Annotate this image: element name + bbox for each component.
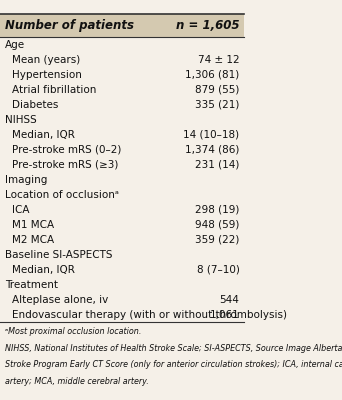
Text: 879 (55): 879 (55): [195, 85, 239, 95]
Text: 74 ± 12: 74 ± 12: [198, 55, 239, 65]
Text: 1,061: 1,061: [210, 310, 239, 320]
Text: ICA: ICA: [12, 204, 30, 214]
Text: M1 MCA: M1 MCA: [12, 220, 54, 230]
Text: 298 (19): 298 (19): [195, 204, 239, 214]
Text: Endovascular therapy (with or without thrombolysis): Endovascular therapy (with or without th…: [12, 310, 287, 320]
Text: Median, IQR: Median, IQR: [12, 264, 75, 274]
Text: Age: Age: [5, 40, 25, 50]
Text: 1,306 (81): 1,306 (81): [185, 70, 239, 80]
Text: Pre-stroke mRS (≥3): Pre-stroke mRS (≥3): [12, 160, 119, 170]
Text: Treatment: Treatment: [5, 280, 58, 290]
Text: Location of occlusionᵃ: Location of occlusionᵃ: [5, 190, 119, 200]
Text: NIHSS: NIHSS: [5, 115, 37, 125]
Text: Atrial fibrillation: Atrial fibrillation: [12, 85, 96, 95]
Text: artery; MCA, middle cerebral artery.: artery; MCA, middle cerebral artery.: [5, 377, 149, 386]
Text: ᵃMost proximal occlusion location.: ᵃMost proximal occlusion location.: [5, 327, 141, 336]
Text: 1,374 (86): 1,374 (86): [185, 145, 239, 155]
Text: Diabetes: Diabetes: [12, 100, 58, 110]
Text: 948 (59): 948 (59): [195, 220, 239, 230]
Text: 8 (7–10): 8 (7–10): [197, 264, 239, 274]
Text: M2 MCA: M2 MCA: [12, 234, 54, 244]
Text: Pre-stroke mRS (0–2): Pre-stroke mRS (0–2): [12, 145, 122, 155]
Text: Hypertension: Hypertension: [12, 70, 82, 80]
Text: n = 1,605: n = 1,605: [176, 19, 239, 32]
Text: 14 (10–18): 14 (10–18): [183, 130, 239, 140]
Text: 335 (21): 335 (21): [195, 100, 239, 110]
Text: Number of patients: Number of patients: [5, 19, 134, 32]
Text: NIHSS, National Institutes of Health Stroke Scale; SI-ASPECTS, Source Image Albe: NIHSS, National Institutes of Health Str…: [5, 344, 342, 353]
Text: Median, IQR: Median, IQR: [12, 130, 75, 140]
Text: Mean (years): Mean (years): [12, 55, 80, 65]
Text: Imaging: Imaging: [5, 174, 47, 185]
Bar: [0, 14, 245, 37]
Text: Alteplase alone, iv: Alteplase alone, iv: [12, 294, 108, 304]
Text: 359 (22): 359 (22): [195, 234, 239, 244]
Text: Stroke Program Early CT Score (only for anterior circulation strokes); ICA, inte: Stroke Program Early CT Score (only for …: [5, 360, 342, 370]
Text: 544: 544: [220, 294, 239, 304]
Text: Baseline SI-ASPECTS: Baseline SI-ASPECTS: [5, 250, 113, 260]
Text: 231 (14): 231 (14): [195, 160, 239, 170]
